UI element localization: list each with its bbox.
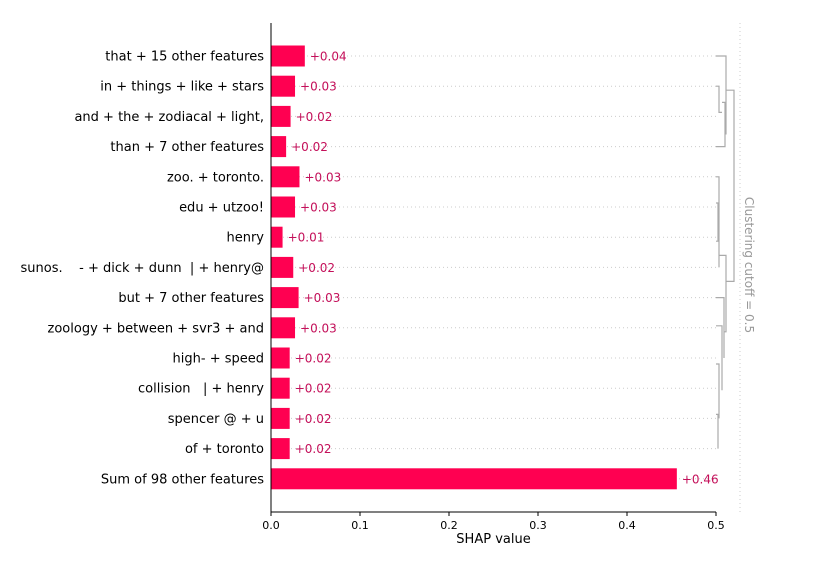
row-guide-lines (271, 55, 716, 480)
category-label: edu + utzoo! (179, 201, 264, 216)
category-label: zoo. + toronto. (167, 170, 264, 185)
dendrogram-link (716, 202, 719, 242)
value-label: +0.02 (295, 382, 332, 396)
bar (271, 287, 299, 309)
value-label: +0.02 (295, 412, 332, 426)
x-tick-label: 0.5 (707, 519, 725, 532)
x-tick-label: 0.4 (618, 519, 636, 532)
category-label: henry (226, 231, 264, 246)
bar (271, 407, 290, 429)
clustering-cutoff-label: Clustering cutoff = 0.5 (742, 197, 756, 333)
category-label: but + 7 other features (118, 291, 264, 306)
bar (271, 226, 283, 248)
value-label: +0.03 (304, 291, 341, 305)
bar (271, 347, 290, 369)
category-label: and + the + zodiacal + light, (74, 110, 264, 125)
category-label: collision | + henry (138, 382, 264, 397)
category-label: in + things + like + stars (100, 80, 264, 95)
dendrogram-link (719, 254, 727, 333)
x-axis-ticks: 0.0 0.1 0.2 0.3 0.4 0.5 (262, 512, 725, 532)
bar (271, 377, 290, 399)
value-labels: +0.04 +0.03 +0.02 +0.02 +0.03 +0.03 +0.01 +0.02… (288, 50, 719, 487)
clustering-dendrogram (716, 55, 735, 449)
bar (271, 196, 296, 218)
dendrogram-link (716, 55, 727, 135)
bar (271, 468, 677, 490)
category-label: than + 7 other features (110, 140, 264, 155)
bar (271, 166, 300, 188)
category-label: Sum of 98 other features (101, 472, 264, 487)
x-tick-label: 0.1 (351, 519, 369, 532)
x-tick-label: 0.2 (440, 519, 458, 532)
value-label: +0.01 (288, 231, 325, 245)
dendrogram-link (716, 101, 726, 148)
value-label: +0.02 (295, 442, 332, 456)
bar (271, 75, 296, 97)
dendrogram-link (716, 176, 720, 268)
dendrogram-link (716, 297, 725, 358)
category-label: high- + speed (173, 352, 264, 367)
value-label: +0.03 (304, 170, 341, 184)
value-label: +0.02 (291, 140, 328, 154)
dendrogram-link (716, 413, 719, 449)
value-label: +0.03 (300, 321, 337, 335)
bar (271, 256, 294, 278)
category-label: zoology + between + svr3 + and (48, 321, 264, 336)
bar (271, 45, 305, 67)
value-label: +0.02 (298, 261, 335, 275)
bar (271, 136, 287, 158)
bar (271, 438, 290, 460)
value-label: +0.03 (300, 201, 337, 215)
dendrogram-link (716, 85, 722, 113)
value-label: +0.46 (682, 472, 719, 486)
dendrogram-link (716, 363, 720, 419)
value-label: +0.02 (295, 352, 332, 366)
value-label: +0.04 (310, 50, 347, 64)
category-label: of + toronto (185, 442, 264, 457)
category-label: sunos. - + dick + dunn | + henry@ (21, 261, 264, 276)
x-axis-title: SHAP value (456, 532, 530, 547)
dendrogram-link (726, 89, 735, 282)
value-label: +0.02 (296, 110, 333, 124)
dendrogram-link (716, 325, 723, 391)
bar (271, 317, 296, 339)
category-label: that + 15 other features (105, 50, 264, 65)
category-label: spencer @ + u (168, 412, 264, 427)
bars-group (271, 45, 677, 490)
x-tick-label: 0.3 (529, 519, 547, 532)
value-label: +0.03 (300, 80, 337, 94)
category-labels: that + 15 other features in + things + li… (21, 50, 265, 488)
x-tick-label: 0.0 (262, 519, 280, 532)
bar (271, 105, 291, 127)
